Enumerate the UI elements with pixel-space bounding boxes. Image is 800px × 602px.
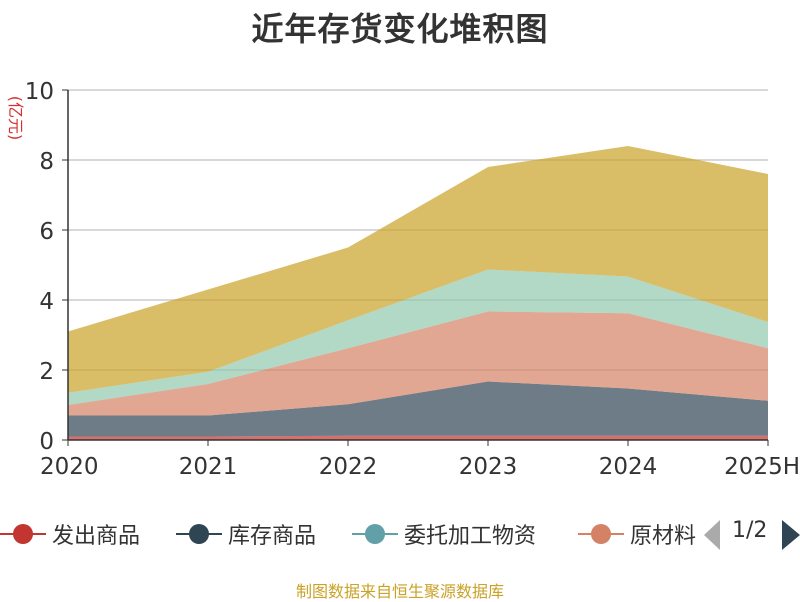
- chart-title: 近年存货变化堆积图: [251, 10, 549, 48]
- x-tick-label: 2023: [459, 454, 518, 480]
- legend-label: 原材料: [630, 524, 697, 549]
- y-tick-label: 4: [39, 289, 54, 315]
- y-tick-label: 2: [39, 359, 54, 385]
- legend-marker-icon: [0, 524, 46, 544]
- y-axis-label: (亿元): [6, 96, 25, 141]
- legend-marker-icon: [176, 524, 222, 544]
- y-tick-label: 10: [25, 79, 54, 105]
- legend-marker-icon: [578, 524, 624, 544]
- legend: 发出商品 库存商品 委托加工物资 原材料: [0, 512, 800, 556]
- y-tick-label: 8: [39, 149, 54, 175]
- x-tick-label: 2021: [179, 454, 238, 480]
- legend-label: 委托加工物资: [404, 524, 537, 549]
- y-tick-label: 0: [39, 429, 54, 455]
- series-area-0: [68, 435, 768, 440]
- x-tick-label: 2022: [319, 454, 378, 480]
- legend-label: 库存商品: [228, 524, 317, 549]
- axes: 0 2 4 6 8 10 2020 2021 2022 2023 2024 2025H: [25, 79, 800, 480]
- x-tick-label: 2024: [599, 454, 658, 480]
- x-tick-label: 2020: [40, 454, 99, 480]
- previous-page-icon[interactable]: [704, 520, 722, 550]
- legend-marker-icon: [352, 524, 398, 544]
- next-page-icon[interactable]: [782, 520, 800, 550]
- series-area-1: [68, 381, 768, 437]
- legend-label: 发出商品: [52, 524, 141, 549]
- legend-pager: 1/2: [700, 512, 800, 556]
- legend-item[interactable]: 发出商品: [0, 512, 140, 556]
- legend-page-indicator: 1/2: [732, 518, 768, 543]
- series-area-4: [68, 269, 768, 405]
- series-area-3: [68, 311, 768, 416]
- stacked-areas: [68, 146, 768, 440]
- y-tick-label: 6: [39, 219, 54, 245]
- legend-item[interactable]: 原材料: [578, 512, 696, 556]
- x-tick-label: 2025H: [724, 454, 800, 480]
- legend-item[interactable]: 委托加工物资: [352, 512, 536, 556]
- series-area-5: [68, 146, 768, 393]
- data-source-note: 制图数据来自恒生聚源数据库: [295, 582, 504, 601]
- legend-item[interactable]: 库存商品: [176, 512, 316, 556]
